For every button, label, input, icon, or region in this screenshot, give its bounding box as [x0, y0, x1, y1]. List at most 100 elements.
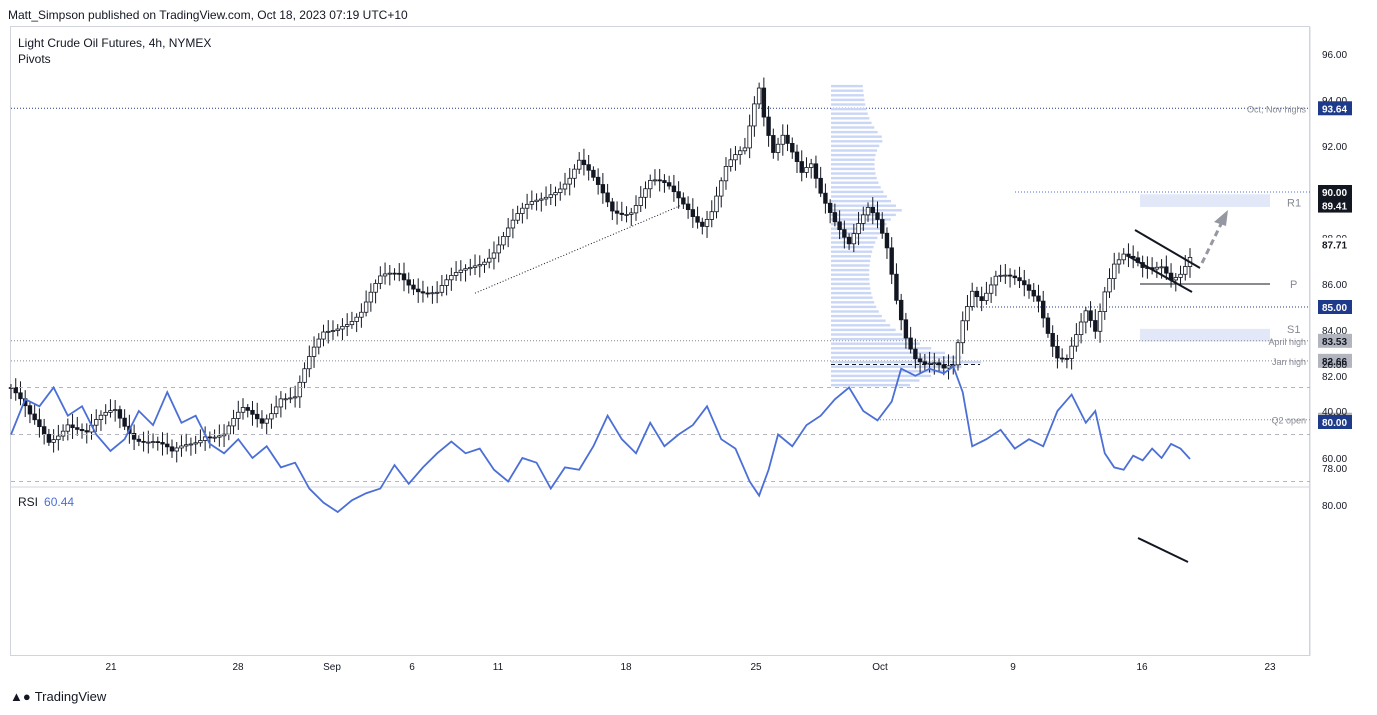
candle-body	[548, 194, 553, 198]
time-tick-label: 6	[409, 662, 415, 673]
projection-arrow	[1200, 221, 1224, 264]
volume-profile-bar	[831, 255, 872, 258]
candle-body	[236, 411, 241, 419]
rsi-line	[10, 364, 1191, 514]
candle-body	[231, 418, 236, 427]
tradingview-brand[interactable]: ▲● TradingView	[10, 689, 106, 704]
candle-body	[619, 212, 625, 215]
price-tag-label: 85.00	[1322, 303, 1347, 314]
volume-profile-bar	[831, 204, 896, 207]
candle-body	[226, 425, 232, 435]
candle-body	[368, 291, 374, 303]
candle-body	[1116, 259, 1122, 265]
candle-body	[955, 342, 961, 366]
candle-body	[449, 275, 454, 281]
rsi-name: RSI	[18, 495, 39, 509]
volume-profile-bar	[831, 291, 872, 295]
volume-profile-bar	[831, 126, 875, 129]
time-tick-label: 28	[232, 662, 244, 673]
candle-body	[600, 184, 606, 194]
candle-body	[240, 407, 246, 413]
candle-body	[32, 413, 37, 421]
level-label: April high	[1268, 337, 1306, 347]
candle-body	[553, 192, 558, 196]
candle-body	[974, 290, 980, 298]
candle-body	[468, 267, 473, 270]
candle-body	[932, 362, 937, 365]
symbol-title: Light Crude Oil Futures, 4h, NYMEX	[18, 36, 212, 50]
candle-body	[685, 203, 691, 211]
price-tick-label: 82.00	[1322, 372, 1347, 383]
candle-body	[392, 272, 397, 275]
candle-body	[340, 325, 345, 330]
volume-profile-bar	[831, 153, 876, 157]
candle-body	[1055, 345, 1060, 359]
candle-body	[771, 135, 776, 153]
candle-body	[827, 202, 833, 213]
candle-body	[988, 284, 994, 294]
candle-body	[1041, 300, 1046, 319]
level-label: S1	[1287, 324, 1300, 336]
candle-body	[307, 356, 312, 370]
volume-profile-bar	[831, 360, 982, 364]
candle-body	[401, 273, 407, 281]
candle-body	[382, 273, 388, 277]
candle-body	[84, 430, 89, 433]
price-tag	[1318, 237, 1352, 252]
candle-body	[946, 365, 951, 369]
candle-body	[534, 199, 539, 203]
candle-body	[1045, 317, 1051, 334]
candle-body	[18, 392, 23, 400]
flag-lower	[1127, 255, 1193, 293]
candle-body	[884, 232, 890, 249]
candle-body	[643, 188, 648, 198]
volume-profile-bar	[831, 333, 903, 336]
price-tag-label: 89.41	[1322, 202, 1347, 213]
candle-body	[311, 346, 317, 357]
candle-body	[79, 428, 85, 432]
publisher-header: Matt_Simpson published on TradingView.co…	[8, 8, 408, 22]
time-tick-label: 9	[1010, 662, 1016, 673]
candle-body	[321, 331, 326, 340]
volume-profile-bar	[831, 351, 946, 355]
volume-profile-bar	[831, 89, 864, 92]
candle-body	[515, 213, 520, 221]
candle-body	[354, 316, 359, 322]
volume-profile-bar	[831, 356, 962, 359]
candle-body	[179, 445, 184, 449]
candle-body	[51, 439, 56, 443]
candle-body	[217, 435, 222, 438]
candle-body	[993, 275, 999, 286]
candle-body	[188, 443, 194, 446]
candle-body	[207, 436, 213, 439]
candle-body	[75, 427, 80, 430]
candle-body	[543, 196, 549, 200]
candle-body	[155, 441, 160, 444]
candle-body	[1017, 277, 1022, 282]
volume-profile-bar	[831, 190, 884, 194]
candle-body	[1112, 263, 1117, 279]
candle-body	[605, 192, 610, 203]
price-tag-label: 82.66	[1322, 357, 1347, 368]
price-pane	[8, 77, 1228, 463]
candle-body	[46, 433, 52, 443]
candle-body	[595, 176, 601, 185]
candle-body	[889, 247, 894, 275]
candle-body	[1007, 274, 1013, 277]
candle-body	[676, 191, 681, 199]
candle-body	[250, 409, 255, 415]
candle-body	[472, 265, 478, 268]
candle-body	[671, 185, 677, 193]
volume-profile-bar	[831, 278, 870, 281]
candle-body	[737, 150, 743, 156]
candle-body	[652, 179, 658, 182]
volume-profile-bar	[831, 259, 871, 263]
candle-body	[529, 201, 535, 205]
candle-body	[695, 216, 700, 223]
tradingview-brand-text: TradingView	[34, 689, 107, 704]
volume-profile-bar	[831, 250, 873, 253]
volume-profile-bar	[831, 268, 870, 272]
rsi-value: 60.44	[44, 495, 75, 509]
candle-body	[794, 151, 800, 162]
